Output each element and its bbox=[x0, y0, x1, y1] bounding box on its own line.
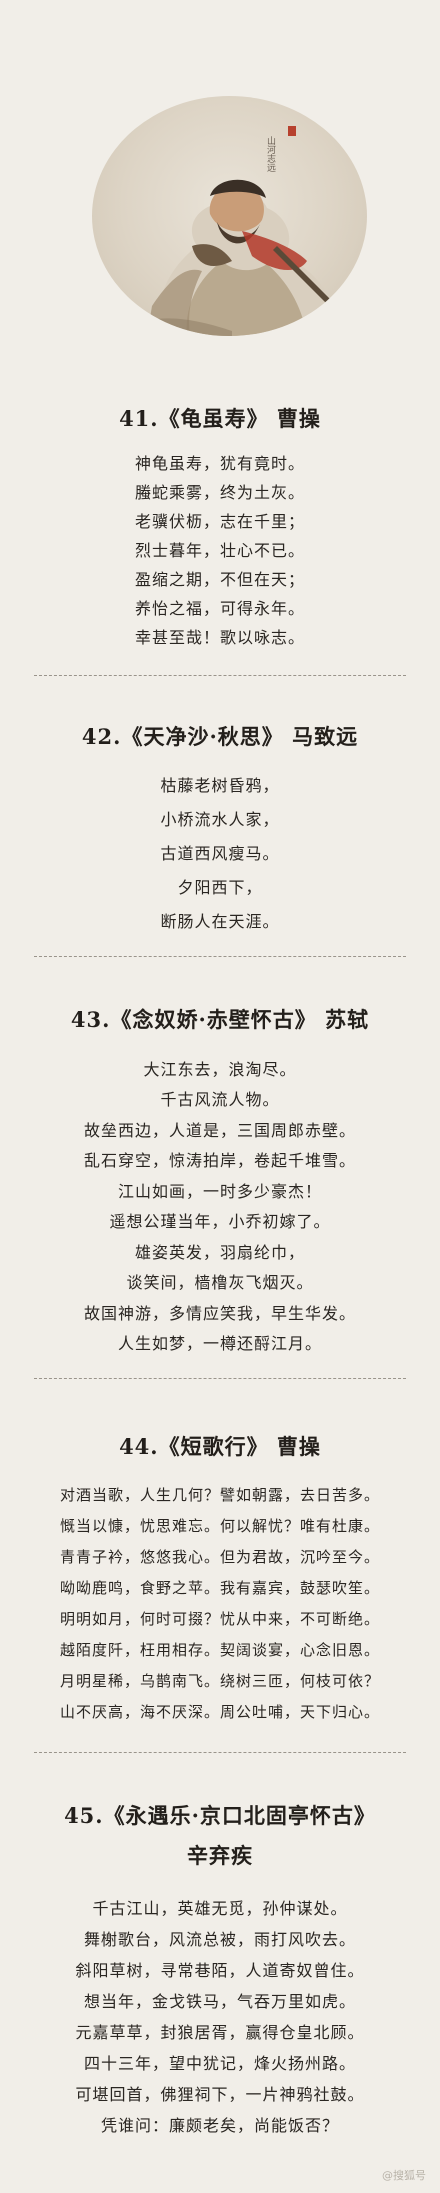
poem-line: 老骥伏枥，志在千里； bbox=[134, 512, 305, 531]
poem-line: 江山如画，一时多少豪杰！ bbox=[117, 1182, 322, 1201]
poem-line: 夕阳西下， bbox=[177, 878, 263, 897]
poem-line: 越陌度阡，枉用相存。契阔谈宴，心念旧恩。 bbox=[59, 1641, 380, 1659]
section-divider bbox=[34, 1752, 406, 1753]
poem-line: 故国神游，多情应笑我，早生华发。 bbox=[83, 1304, 356, 1323]
section-divider bbox=[34, 1378, 406, 1379]
poem-line: 养怡之福，可得永年。 bbox=[134, 599, 305, 618]
poem-title-44: 44.《短歌行》 曹操 bbox=[119, 1434, 321, 1459]
poem-line: 断肠人在天涯。 bbox=[160, 912, 280, 931]
poem-line: 青青子衿，悠悠我心。但为君故，沉吟至今。 bbox=[59, 1548, 380, 1566]
poem-line: 对酒当歌，人生几何？譬如朝露，去日苦多。 bbox=[59, 1486, 380, 1504]
poem-line: 元嘉草草，封狼居胥，赢得仓皇北顾。 bbox=[75, 2023, 365, 2042]
poem-line: 想当年，金戈铁马，气吞万里如虎。 bbox=[83, 1992, 356, 2011]
poem-line: 月明星稀，乌鹊南飞。绕树三匝，何枝可依？ bbox=[59, 1672, 380, 1690]
poem-line: 遥想公瑾当年，小乔初嫁了。 bbox=[109, 1212, 331, 1231]
poem-title-43: 43.《念奴娇·赤壁怀古》 苏轼 bbox=[70, 1007, 370, 1032]
poem-line: 呦呦鹿鸣，食野之苹。我有嘉宾，鼓瑟吹笙。 bbox=[59, 1579, 380, 1597]
section-divider bbox=[34, 956, 406, 957]
poem-line: 四十三年，望中犹记，烽火扬州路。 bbox=[83, 2054, 356, 2073]
poem-line: 古道西风瘦马。 bbox=[160, 844, 280, 863]
poem-line: 幸甚至哉！歌以咏志。 bbox=[134, 628, 305, 647]
poem-author-45: 辛弃疾 bbox=[187, 1843, 253, 1868]
poem-line: 谈笑间，樯橹灰飞烟灭。 bbox=[126, 1273, 314, 1292]
section-divider bbox=[34, 675, 406, 676]
poem-line: 雄姿英发，羽扇纶巾， bbox=[134, 1243, 305, 1262]
poem-line: 大江东去，浪淘尽。 bbox=[143, 1060, 297, 1079]
svg-text:山河志远: 山河志远 bbox=[265, 136, 276, 173]
poem-line: 人生如梦，一樽还酹江月。 bbox=[117, 1334, 322, 1353]
poem-line: 螣蛇乘雾，终为土灰。 bbox=[134, 483, 305, 502]
poem-line: 小桥流水人家， bbox=[160, 810, 280, 829]
poem-line: 乱石穿空，惊涛拍岸，卷起千堆雪。 bbox=[83, 1151, 356, 1170]
poem-title-42: 42.《天净沙·秋思》 马致远 bbox=[81, 724, 359, 749]
poem-line: 凭谁问：廉颇老矣，尚能饭否？ bbox=[100, 2116, 339, 2135]
poem-line: 山不厌高，海不厌深。周公吐哺，天下归心。 bbox=[59, 1703, 380, 1721]
poem-line: 故垒西边，人道是，三国周郎赤壁。 bbox=[83, 1121, 356, 1140]
poem-line: 盈缩之期，不但在天； bbox=[134, 570, 305, 589]
poem-line: 枯藤老树昏鸦， bbox=[160, 776, 280, 795]
poem-line: 斜阳草树，寻常巷陌，人道寄奴曾住。 bbox=[75, 1961, 365, 1980]
poem-line: 慨当以慷，忧思难忘。何以解忧？唯有杜康。 bbox=[59, 1517, 380, 1535]
poem-line: 千古风流人物。 bbox=[160, 1090, 280, 1109]
poem-line: 烈士暮年，壮心不已。 bbox=[134, 541, 305, 560]
poem-title-41: 41.《龟虽寿》 曹操 bbox=[119, 406, 321, 431]
poem-line: 神龟虽寿，犹有竟时。 bbox=[134, 454, 305, 473]
watermark: @搜狐号 bbox=[382, 2169, 426, 2182]
poem-line: 可堪回首，佛狸祠下，一片神鸦社鼓。 bbox=[75, 2085, 365, 2104]
poem-title-45: 45.《永遇乐·京口北固亭怀古》 bbox=[64, 1803, 376, 1828]
poem-line: 舞榭歌台，风流总被，雨打风吹去。 bbox=[83, 1930, 356, 1949]
cao-cao-portrait-painting: 山河志远 bbox=[92, 96, 367, 336]
poem-line: 千古江山，英雄无觅，孙仲谋处。 bbox=[92, 1899, 348, 1918]
poem-line: 明明如月，何时可掇？忧从中来，不可断绝。 bbox=[59, 1610, 380, 1628]
